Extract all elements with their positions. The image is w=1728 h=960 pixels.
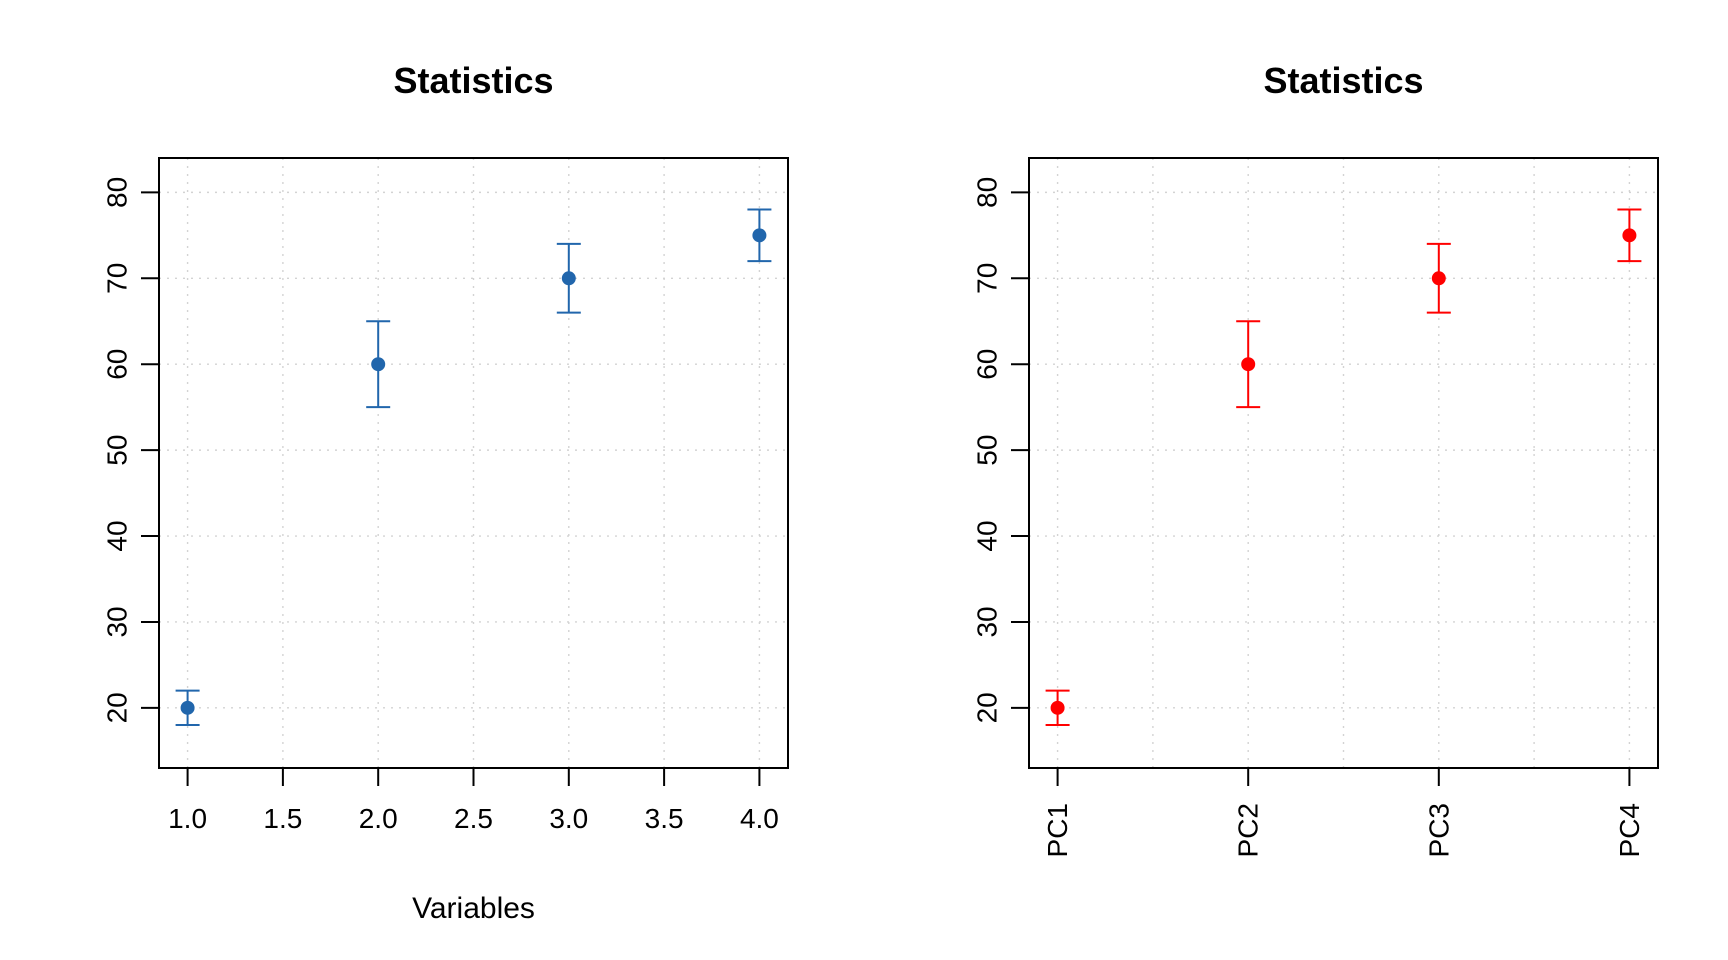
right-chart-panel: Statistics 20 30 40 50 60 70 80 PC1 PC2 PC3 PC4 — [972, 60, 1659, 857]
x-tick-label: 2.0 — [359, 803, 398, 834]
x-tick-label: PC4 — [1614, 803, 1645, 857]
y-tick-label: 80 — [102, 177, 133, 208]
chart-title: Statistics — [393, 60, 553, 101]
y-tick-label: 50 — [102, 435, 133, 466]
y-tick-label: 40 — [102, 520, 133, 551]
x-tick-label: 2.5 — [454, 803, 493, 834]
y-tick-label: 40 — [972, 520, 1003, 551]
y-tick-label: 80 — [972, 177, 1003, 208]
y-tick-label: 70 — [102, 263, 133, 294]
data-point — [371, 357, 386, 372]
y-tick-label: 60 — [102, 349, 133, 380]
series — [175, 208, 772, 727]
y-tick-label: 20 — [972, 692, 1003, 723]
data-point — [752, 228, 767, 243]
x-tick-label: PC3 — [1423, 803, 1454, 857]
x-tick-label: 1.0 — [168, 803, 207, 834]
x-axis-label: Variables — [412, 892, 535, 925]
grid — [159, 158, 788, 768]
data-point — [1622, 228, 1637, 243]
x-tick-label: 3.0 — [549, 803, 588, 834]
series — [1045, 208, 1642, 727]
grid — [1029, 158, 1658, 768]
y-tick-label: 20 — [102, 692, 133, 723]
data-point — [1241, 357, 1256, 372]
data-point — [1431, 271, 1446, 286]
left-chart-panel: Statistics 20 30 40 50 60 70 80 1.0 1.5 2.0 2.5 3.0 3… — [102, 60, 789, 925]
data-point — [561, 271, 576, 286]
x-tick-label: 3.5 — [645, 803, 684, 834]
data-point — [180, 700, 195, 715]
plot-frame — [1028, 157, 1659, 769]
data-point — [1050, 700, 1065, 715]
chart-title: Statistics — [1263, 60, 1423, 101]
x-tick-label: PC1 — [1042, 803, 1073, 857]
x-tick-label: 1.5 — [263, 803, 302, 834]
y-tick-label: 60 — [972, 349, 1003, 380]
y-tick-label: 50 — [972, 435, 1003, 466]
y-tick-label: 70 — [972, 263, 1003, 294]
y-tick-label: 30 — [972, 606, 1003, 637]
y-tick-label: 30 — [102, 606, 133, 637]
x-tick-label: PC2 — [1233, 803, 1264, 857]
x-tick-label: 4.0 — [740, 803, 779, 834]
